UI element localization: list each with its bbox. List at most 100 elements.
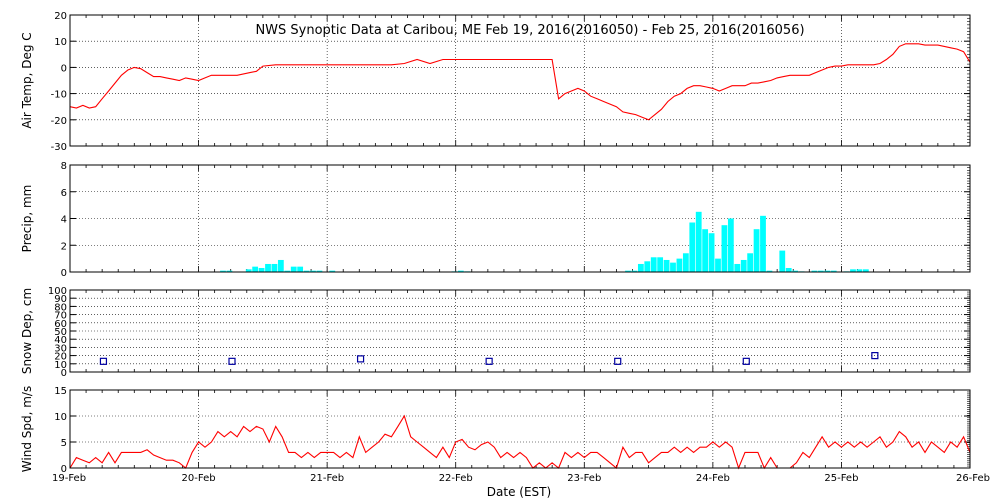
panel-frame [69, 164, 971, 273]
y-tick-label: -20 [51, 116, 67, 127]
snow-depth-marker [485, 357, 493, 365]
precip-bar [265, 263, 271, 272]
y-tick-label: 20 [54, 11, 67, 22]
precip-bar [760, 215, 766, 272]
y-tick-label: 8 [61, 161, 67, 172]
y-axis-label: Wind Spd, m/s [20, 386, 34, 472]
series-line [69, 43, 971, 121]
x-tick-label: 25-Feb [824, 473, 858, 484]
snow-depth-marker [356, 355, 365, 363]
y-axis-label: Precip, mm [20, 185, 34, 253]
precip-bar [702, 229, 709, 272]
precip-bar [245, 269, 252, 272]
panel-frame [69, 14, 971, 147]
precip-bar [727, 218, 734, 272]
precip-bar [670, 262, 676, 272]
precip-bar [297, 266, 304, 272]
precip-bar [316, 270, 323, 272]
panel-frame [69, 389, 971, 469]
precip-bar [644, 261, 651, 272]
y-tick-label: 50 [54, 327, 67, 338]
precip-bar [862, 269, 869, 272]
precip-bar [753, 229, 760, 272]
precip-bar [792, 270, 799, 272]
precip-bar [303, 270, 310, 272]
y-tick-label: -30 [51, 142, 67, 153]
snow-depth-marker [742, 357, 750, 365]
precip-bar [785, 267, 792, 272]
y-tick-label: 90 [54, 294, 67, 305]
precip-bar [740, 259, 747, 272]
x-tick-label: 22-Feb [439, 473, 473, 484]
x-tick-label: 26-Feb [956, 473, 990, 484]
y-tick-label: -10 [51, 90, 67, 101]
y-tick-label: 0 [61, 368, 67, 379]
precip-bar [734, 263, 741, 272]
snow-depth-marker [228, 357, 236, 365]
snow-depth-marker [99, 357, 108, 365]
precip-bar [747, 253, 754, 272]
precip-bar [850, 269, 856, 272]
y-tick-label: 6 [61, 188, 67, 199]
series-line [69, 414, 971, 470]
precip-bar [817, 270, 824, 272]
precip-bar [676, 258, 683, 272]
precip-bar [220, 270, 226, 272]
precip-bar [284, 270, 291, 272]
x-tick-label: 24-Feb [696, 473, 730, 484]
y-tick-label: 0 [61, 268, 67, 279]
precip-bar [650, 257, 657, 272]
x-tick-label: 19-Feb [52, 473, 86, 484]
precip-bar [663, 259, 670, 272]
x-axis-label: Date (EST) [487, 485, 551, 499]
y-tick-label: 100 [48, 286, 67, 297]
precip-bar [779, 250, 786, 272]
precip-bar [721, 225, 728, 272]
precip-bar [689, 222, 696, 272]
y-tick-label: 10 [54, 412, 67, 423]
precip-bar [252, 266, 259, 272]
y-tick-label: 10 [54, 37, 67, 48]
y-tick-label: 30 [54, 343, 67, 354]
precip-bar [824, 270, 831, 272]
precip-bar [637, 263, 644, 272]
y-axis-label: Air Temp, Deg C [20, 32, 34, 128]
y-tick-label: 10 [54, 360, 67, 371]
precip-bar [766, 270, 773, 272]
panel-frame [69, 289, 971, 373]
y-tick-label: 70 [54, 311, 67, 322]
y-tick-label: 80 [54, 302, 67, 313]
precip-bar [695, 211, 702, 272]
precip-bar [657, 257, 664, 272]
y-tick-label: 0 [61, 63, 67, 74]
chart-title: NWS Synoptic Data at Caribou, ME Feb 19,… [255, 23, 804, 38]
precip-bar [271, 263, 278, 272]
x-tick-label: 20-Feb [182, 473, 216, 484]
y-tick-label: 2 [61, 241, 67, 252]
snow-depth-marker [871, 352, 879, 360]
panel-air-temp-deg-c: -30 -20 -10 0 10 20 Air Temp, Deg C [20, 11, 971, 153]
panel-precip-mm: 0 2 4 6 8 Precip, mm [20, 161, 971, 279]
precip-bar [811, 270, 818, 272]
precip-bar [290, 266, 297, 272]
precip-bar [625, 270, 631, 272]
y-tick-label: 60 [54, 319, 67, 330]
y-tick-label: 40 [54, 335, 67, 346]
precip-bar [310, 270, 316, 272]
y-tick-label: 0 [61, 464, 67, 475]
precip-bar [708, 233, 715, 272]
x-tick-label: 21-Feb [310, 473, 344, 484]
x-tick-label: 23-Feb [567, 473, 601, 484]
y-axis-label: Snow Dep, cm [20, 288, 34, 374]
precip-bar [226, 270, 233, 272]
snow-depth-marker [614, 357, 622, 365]
precip-bar [258, 267, 265, 272]
y-tick-label: 15 [54, 386, 67, 397]
precip-bar [682, 253, 689, 272]
y-tick-label: 4 [61, 215, 67, 226]
y-tick-label: 20 [54, 352, 67, 363]
panel-wind-spd-m-s: 0 5 10 15 Wind Spd, m/s 19-Feb 20-Feb 21-Feb 22-… [20, 386, 990, 484]
